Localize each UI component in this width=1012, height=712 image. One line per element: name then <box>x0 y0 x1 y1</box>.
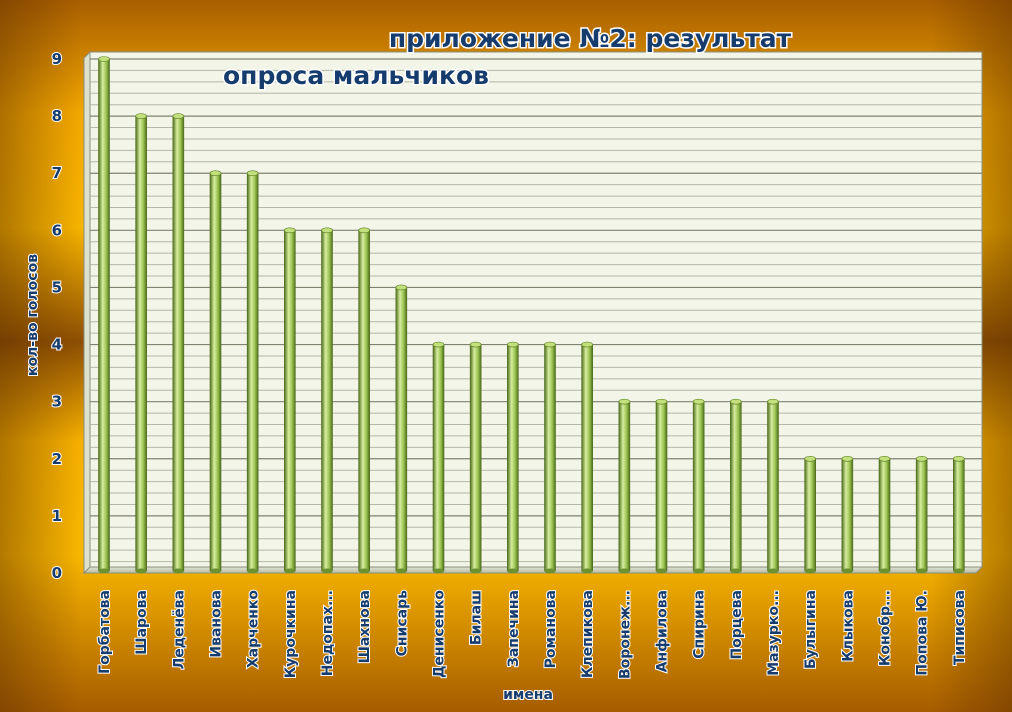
bar <box>581 341 593 574</box>
x-tick-label: Снисарь <box>394 590 410 657</box>
x-axis-label: имена <box>503 687 553 703</box>
x-tick-label: Типисова <box>952 590 968 665</box>
x-tick-label: Курочкина <box>283 590 299 678</box>
x-tick-label: Анфилова <box>655 590 671 672</box>
bar <box>655 398 668 574</box>
bars <box>98 56 965 574</box>
plot-floor <box>82 566 984 574</box>
x-tick-label: Билаш <box>469 590 485 645</box>
bar <box>915 455 928 574</box>
y-tick-label: 1 <box>52 507 62 525</box>
chart-title-line2: опроса мальчиков <box>223 61 489 90</box>
x-tick-label: Леденёва <box>171 590 187 669</box>
x-tick-label: Конобр... <box>878 590 894 666</box>
bar <box>395 284 408 574</box>
y-tick-label: 2 <box>52 450 62 468</box>
bar <box>98 56 110 574</box>
x-tick-label: Горбатова <box>97 590 113 674</box>
bar <box>767 398 779 574</box>
bar <box>841 455 854 574</box>
bar <box>618 398 631 574</box>
bar <box>246 170 259 574</box>
x-tick-label: Иванова <box>209 590 225 658</box>
bar <box>507 341 519 574</box>
bar <box>692 398 705 574</box>
plot-side-wall <box>83 50 91 575</box>
bar <box>953 455 965 574</box>
minor-gridlines <box>90 69 982 563</box>
x-tick-label: Булыгина <box>803 590 819 669</box>
major-gridlines <box>90 58 982 517</box>
bar <box>135 113 147 574</box>
x-tick-label: Шарова <box>134 590 150 655</box>
y-tick-labels: 0 1 2 3 4 5 6 7 8 9 <box>51 49 63 583</box>
bar <box>358 227 370 574</box>
bar <box>469 341 482 574</box>
y-tick-label: 7 <box>52 164 62 182</box>
x-tick-label: Романова <box>543 590 559 668</box>
x-tick-label: Порцева <box>729 590 745 660</box>
y-tick-label: 9 <box>52 50 62 68</box>
bar <box>730 398 742 574</box>
y-tick-label: 8 <box>52 107 62 125</box>
x-tick-label: Харченко <box>246 590 262 669</box>
y-tick-label: 3 <box>52 393 62 411</box>
x-tick-label: Денисенко <box>432 590 448 678</box>
x-tick-label: Запечина <box>506 590 522 667</box>
y-axis-label: кол-во голосов <box>25 254 41 376</box>
x-tick-label: Клыкова <box>840 590 856 662</box>
y-tick-label: 5 <box>52 278 62 296</box>
x-tick-label: Спирина <box>692 590 708 659</box>
bar <box>209 170 222 574</box>
bar <box>284 227 296 574</box>
bar <box>878 455 891 574</box>
y-tick-label: 6 <box>52 221 62 239</box>
x-tick-label: Мазурко... <box>766 590 782 676</box>
bar <box>432 341 445 574</box>
y-tick-label: 0 <box>52 564 62 582</box>
x-tick-label: Шахнова <box>357 590 373 663</box>
chart-title-line1: приложение №2: результат <box>389 24 792 53</box>
x-tick-label: Воронеж... <box>617 590 633 679</box>
x-tick-label: Недопах... <box>320 590 336 676</box>
y-tick-label: 4 <box>52 336 62 354</box>
bar <box>544 341 556 574</box>
x-tick-labels: Горбатова Шарова Леденёва Иванова Харченко Ку… <box>96 589 969 680</box>
x-tick-label: Попова Ю. <box>915 590 931 676</box>
bar <box>804 455 816 574</box>
bar <box>321 227 333 574</box>
bar <box>172 113 185 574</box>
x-tick-label: Клепикова <box>580 590 596 678</box>
